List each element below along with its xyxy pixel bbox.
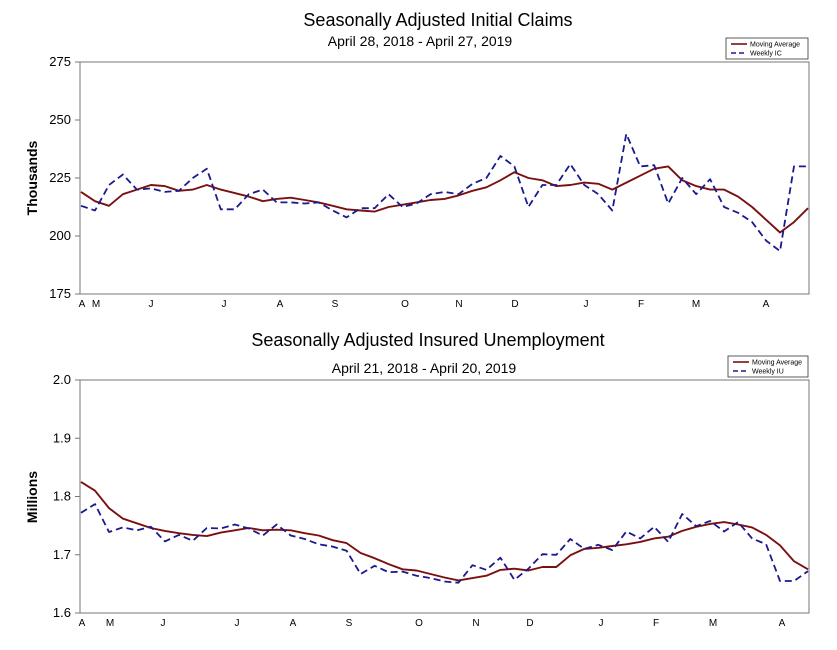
chart1-x-tick-label: A <box>79 299 86 310</box>
chart1-legend: Moving Average Weekly IC <box>725 37 809 60</box>
chart1-x-tick-label: J <box>584 299 589 310</box>
chart2-x-tick-label: M <box>106 618 114 629</box>
chart1-x-tick-label: O <box>401 299 409 310</box>
chart1-x-tick-label: S <box>332 299 339 310</box>
initial-claims-chart: Seasonally Adjusted Initial Claims April… <box>24 10 810 310</box>
chart2-y-ticks: 1.6 1.7 1.8 1.9 2.0 <box>53 372 80 620</box>
chart2-y-tick-label: 1.9 <box>53 430 71 445</box>
chart2-y-tick-label: 1.7 <box>53 547 71 562</box>
chart1-title: Seasonally Adjusted Initial Claims <box>303 10 572 30</box>
chart2-series <box>80 481 809 584</box>
chart2-legend-label-moving-average: Moving Average <box>752 360 802 367</box>
chart2-x-tick-label: J <box>161 618 166 629</box>
chart1-x-tick-label: N <box>455 299 462 310</box>
chart1-subtitle: April 28, 2018 - April 27, 2019 <box>328 33 513 49</box>
chart2-x-tick-label: A <box>290 618 297 629</box>
chart2-x-tick-label: N <box>472 618 479 629</box>
chart1-y-tick-label: 200 <box>49 228 71 243</box>
chart1-y-tick-label: 275 <box>49 54 71 69</box>
chart2-x-tick-label: A <box>779 618 786 629</box>
chart2-legend: Moving Average Weekly IU <box>727 355 809 378</box>
chart2-subtitle: April 21, 2018 - April 20, 2019 <box>332 360 517 376</box>
chart1-series <box>80 132 809 253</box>
chart2-x-tick-label: J <box>599 618 604 629</box>
chart2-legend-label-weekly-iu: Weekly IU <box>752 369 784 376</box>
insured-unemployment-chart: Seasonally Adjusted Insured Unemployment… <box>24 330 810 629</box>
chart1-x-tick-label: M <box>692 299 700 310</box>
chart1-x-tick-label: J <box>149 299 154 310</box>
chart2-series-weekly-iu <box>80 503 809 584</box>
chart1-y-tick-label: 175 <box>49 286 71 301</box>
chart1-x-tick-label: J <box>222 299 227 310</box>
chart1-legend-label-moving-average: Moving Average <box>750 42 800 49</box>
chart1-x-tick-label: D <box>511 299 518 310</box>
chart1-plot-frame <box>79 61 810 295</box>
chart2-y-tick-label: 2.0 <box>53 372 71 387</box>
chart2-y-tick-label: 1.6 <box>53 605 71 620</box>
chart2-x-tick-label: M <box>709 618 717 629</box>
chart1-legend-label-weekly-ic: Weekly IC <box>750 51 782 58</box>
chart2-title: Seasonally Adjusted Insured Unemployment <box>251 330 604 350</box>
chart2-x-tick-label: D <box>526 618 533 629</box>
chart2-x-tick-label: F <box>653 618 659 629</box>
chart2-y-axis-label: Millions <box>24 471 40 523</box>
chart1-y-tick-label: 250 <box>49 112 71 127</box>
chart2-x-tick-label: A <box>79 618 86 629</box>
chart1-x-tick-label: A <box>763 299 770 310</box>
chart2-series-moving-average <box>80 481 809 582</box>
chart1-y-ticks: 175 200 225 250 275 <box>49 54 80 301</box>
chart1-x-tick-label: A <box>277 299 284 310</box>
chart2-y-tick-label: 1.8 <box>53 489 71 504</box>
chart1-x-tick-label: M <box>92 299 100 310</box>
chart1-y-tick-label: 225 <box>49 170 71 185</box>
chart1-series-weekly-ic <box>80 132 808 253</box>
chart1-series-moving-average <box>80 165 809 234</box>
chart1-x-tick-label: F <box>638 299 644 310</box>
chart2-x-tick-label: S <box>346 618 353 629</box>
chart2-x-tick-label: O <box>415 618 423 629</box>
chart2-x-tick-label: J <box>235 618 240 629</box>
chart1-y-axis-label: Thousands <box>24 140 40 215</box>
